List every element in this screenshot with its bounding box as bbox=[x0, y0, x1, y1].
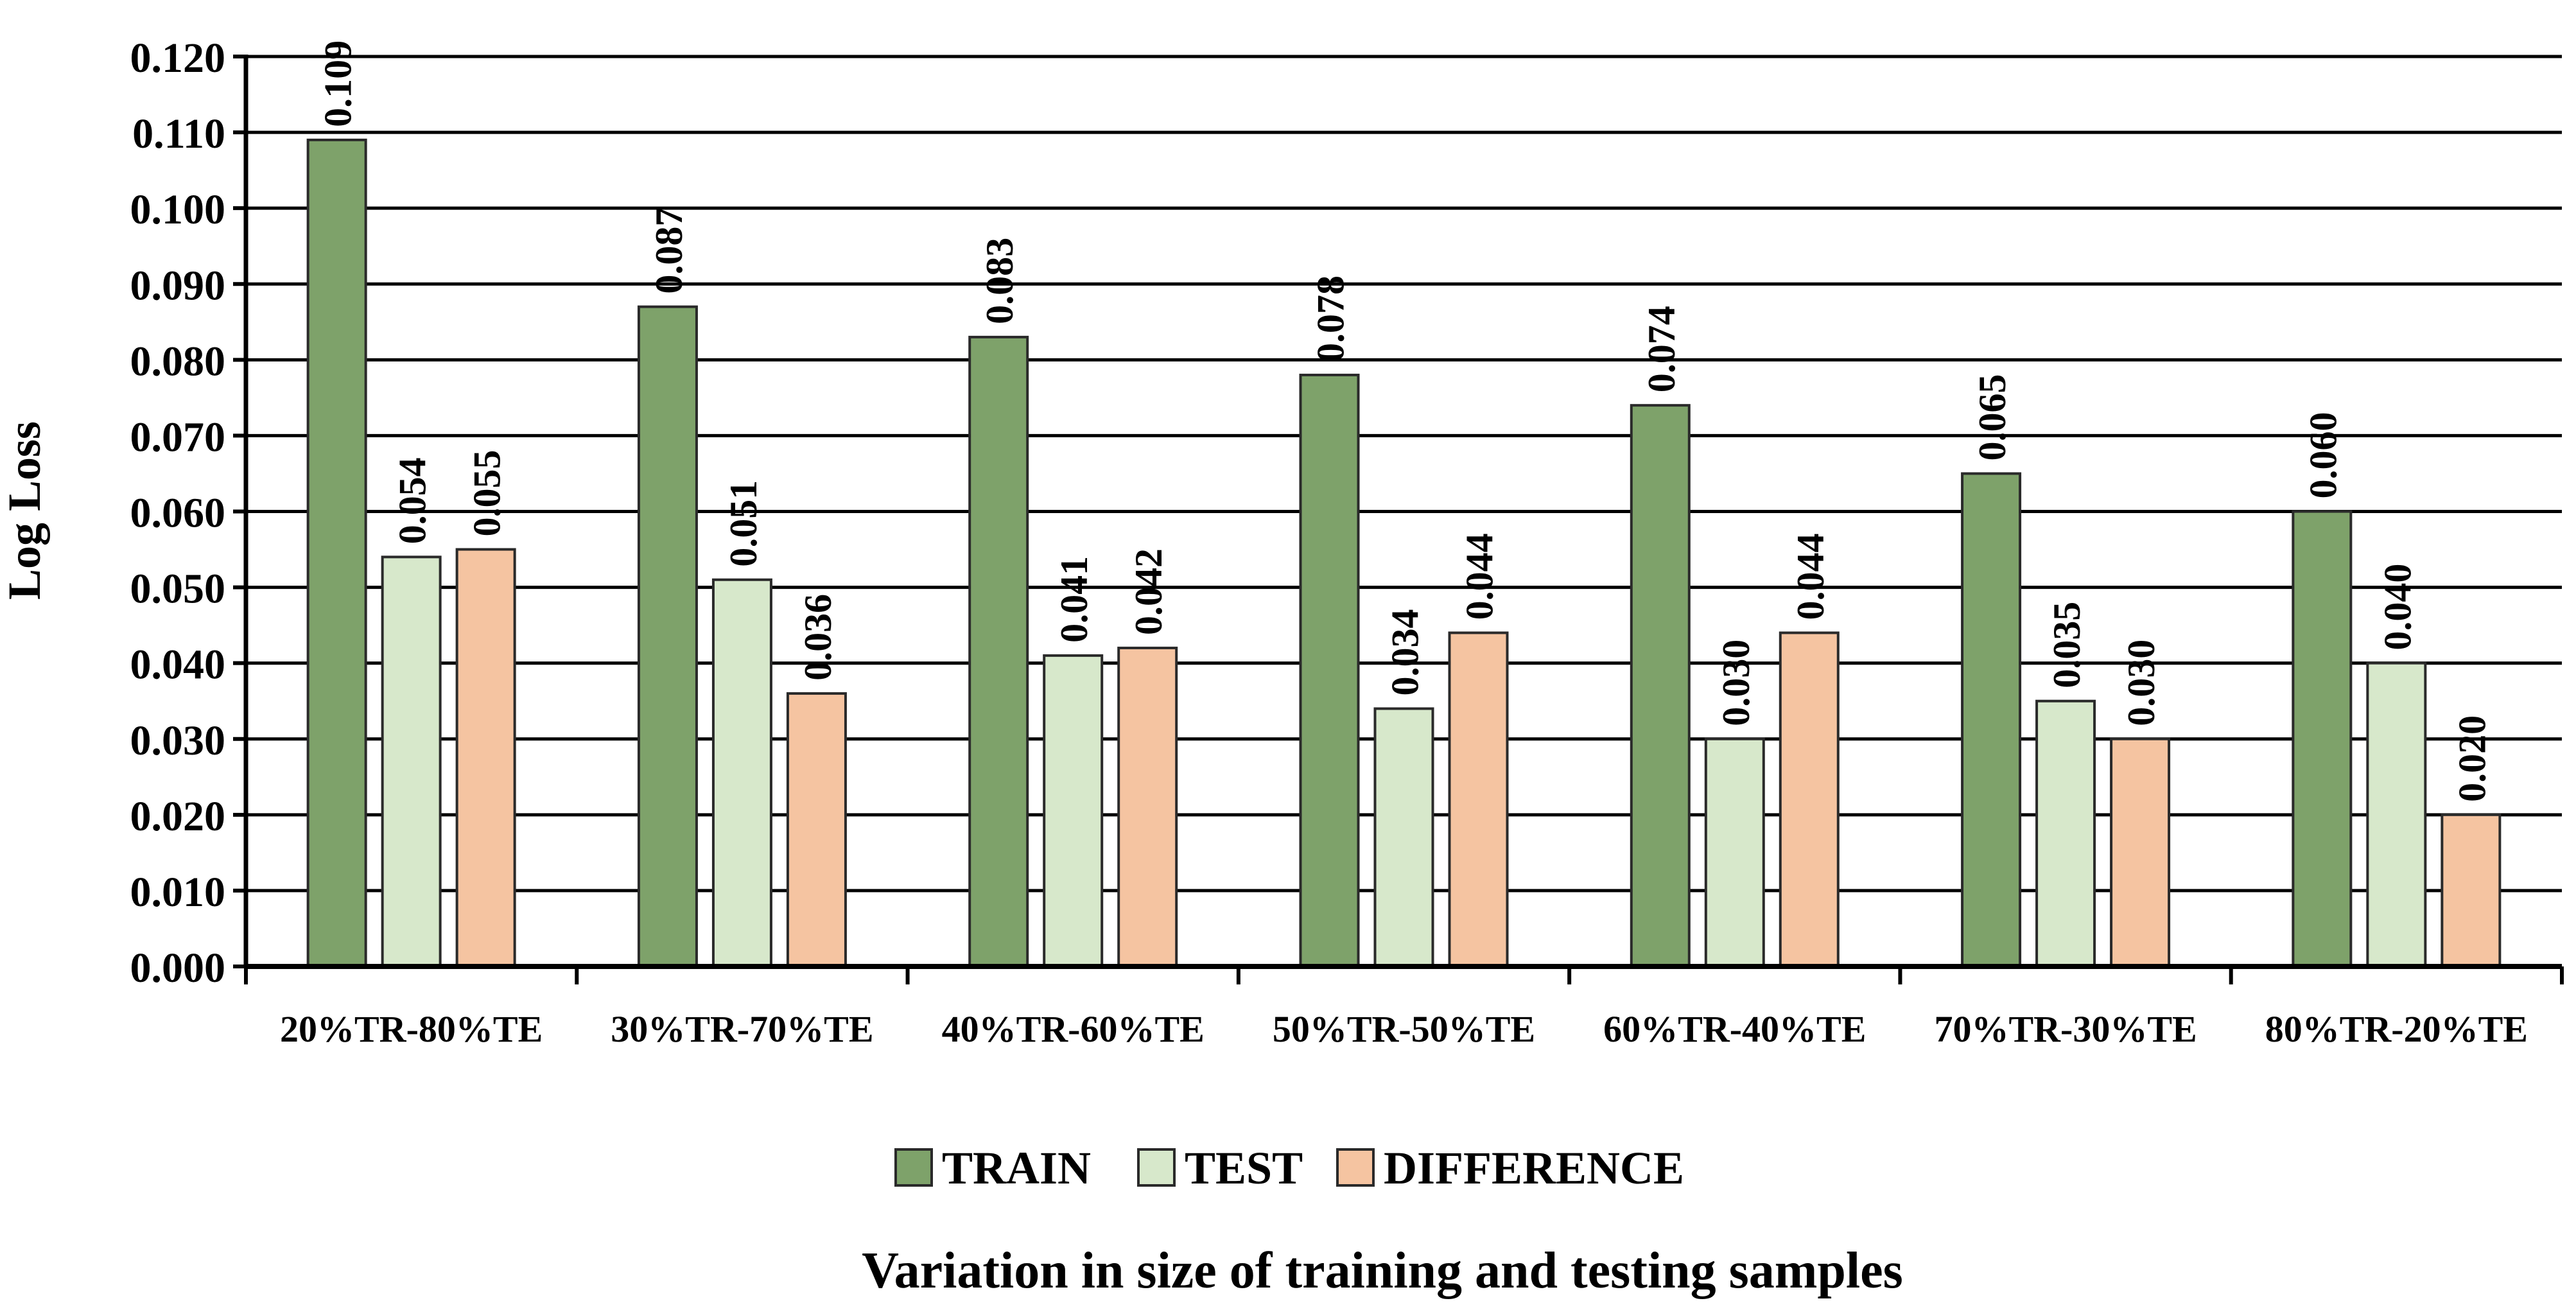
y-tick-label: 0.080 bbox=[130, 338, 226, 385]
bar-difference-3 bbox=[1448, 631, 1509, 968]
bar-difference-0 bbox=[455, 548, 516, 968]
legend-swatch bbox=[1336, 1148, 1375, 1187]
data-label: 0.074 bbox=[1640, 306, 1683, 392]
bars bbox=[306, 138, 2502, 968]
data-label: 0.051 bbox=[722, 480, 765, 567]
data-label: 0.042 bbox=[1127, 548, 1170, 635]
data-label: 0.054 bbox=[392, 457, 434, 544]
bar-test-4 bbox=[1704, 737, 1765, 968]
y-tick-label: 0.050 bbox=[130, 566, 226, 613]
legend-item-test: TEST bbox=[1137, 1142, 1303, 1194]
bar-test-6 bbox=[2366, 661, 2427, 968]
y-tick-label: 0.060 bbox=[130, 490, 226, 537]
x-tick-label: 20%TR-80%TE bbox=[280, 1008, 543, 1050]
bar-test-3 bbox=[1373, 707, 1434, 968]
data-label: 0.030 bbox=[1715, 640, 1757, 726]
x-tick-label: 60%TR-40%TE bbox=[1603, 1008, 1866, 1050]
y-tick-label: 0.120 bbox=[130, 35, 226, 82]
x-tick-label: 30%TR-70%TE bbox=[611, 1008, 873, 1050]
bar-difference-1 bbox=[786, 692, 847, 968]
y-tick-label: 0.100 bbox=[130, 186, 226, 233]
data-label: 0.040 bbox=[2376, 564, 2419, 651]
data-label: 0.036 bbox=[797, 594, 839, 681]
legend: TRAIN TEST DIFFERENCE bbox=[894, 1142, 1684, 1194]
data-label: 0.078 bbox=[1310, 275, 1352, 362]
bar-train-1 bbox=[637, 305, 698, 968]
x-tick-labels: 20%TR-80%TE 30%TR-70%TE 40%TR-60%TE 50%TR-5… bbox=[280, 1008, 2528, 1050]
bar-test-5 bbox=[2035, 699, 2096, 968]
data-label: 0.044 bbox=[1459, 533, 1501, 620]
bar-test-0 bbox=[381, 555, 442, 968]
data-label: 0.020 bbox=[2451, 715, 2493, 802]
legend-item-difference: DIFFERENCE bbox=[1336, 1142, 1684, 1194]
data-label: 0.087 bbox=[648, 207, 690, 294]
y-tick-label: 0.040 bbox=[130, 642, 226, 688]
y-tick-label: 0.030 bbox=[130, 717, 226, 764]
y-tick-label: 0.070 bbox=[130, 414, 226, 460]
grid-lines bbox=[246, 55, 2562, 893]
axes bbox=[233, 55, 2564, 984]
x-axis-label: Variation in size of training and testin… bbox=[862, 1243, 1903, 1299]
legend-swatch bbox=[894, 1148, 933, 1187]
legend-swatch bbox=[1137, 1148, 1176, 1187]
legend-label: DIFFERENCE bbox=[1384, 1142, 1684, 1194]
bar-difference-6 bbox=[2441, 813, 2502, 968]
y-tick-label: 0.110 bbox=[132, 110, 225, 157]
bar-train-0 bbox=[306, 138, 367, 968]
data-labels: 0.109 0.054 0.055 0.087 0.051 0.036 0.083 0.041… bbox=[317, 40, 2494, 802]
bar-difference-2 bbox=[1117, 647, 1178, 968]
bar-test-2 bbox=[1043, 654, 1104, 968]
bar-difference-5 bbox=[2110, 737, 2171, 968]
x-tick-label: 70%TR-30%TE bbox=[1934, 1008, 2197, 1050]
data-label: 0.109 bbox=[317, 40, 360, 127]
data-label: 0.030 bbox=[2120, 640, 2163, 726]
bar-train-5 bbox=[1961, 472, 2022, 968]
bar-difference-4 bbox=[1779, 631, 1840, 968]
bar-train-2 bbox=[968, 335, 1029, 968]
data-label: 0.044 bbox=[1789, 533, 1832, 620]
x-tick-label: 40%TR-60%TE bbox=[942, 1008, 1205, 1050]
data-label: 0.034 bbox=[1384, 609, 1427, 696]
y-tick-label: 0.000 bbox=[130, 945, 226, 991]
data-label: 0.065 bbox=[1971, 374, 2014, 460]
bar-train-3 bbox=[1299, 373, 1360, 968]
y-tick-label: 0.010 bbox=[130, 869, 226, 916]
data-label: 0.041 bbox=[1053, 556, 1095, 643]
y-tick-label: 0.020 bbox=[130, 793, 226, 840]
legend-label: TRAIN bbox=[942, 1142, 1091, 1194]
bar-train-6 bbox=[2292, 510, 2353, 968]
data-label: 0.060 bbox=[2302, 412, 2344, 499]
x-tick-label: 50%TR-50%TE bbox=[1273, 1008, 1535, 1050]
y-tick-label: 0.090 bbox=[130, 262, 226, 309]
data-label: 0.035 bbox=[2046, 602, 2088, 688]
x-tick-label: 80%TR-20%TE bbox=[2265, 1008, 2528, 1050]
y-axis-label: Log Loss bbox=[0, 421, 50, 600]
data-label: 0.055 bbox=[466, 450, 509, 537]
legend-label: TEST bbox=[1185, 1142, 1303, 1194]
bar-test-1 bbox=[711, 578, 772, 968]
bar-train-4 bbox=[1630, 404, 1691, 968]
y-tick-labels: 0.000 0.010 0.020 0.030 0.040 0.050 0.060 0.070… bbox=[130, 35, 226, 991]
data-label: 0.083 bbox=[979, 238, 1021, 324]
legend-item-train: TRAIN bbox=[894, 1142, 1091, 1194]
